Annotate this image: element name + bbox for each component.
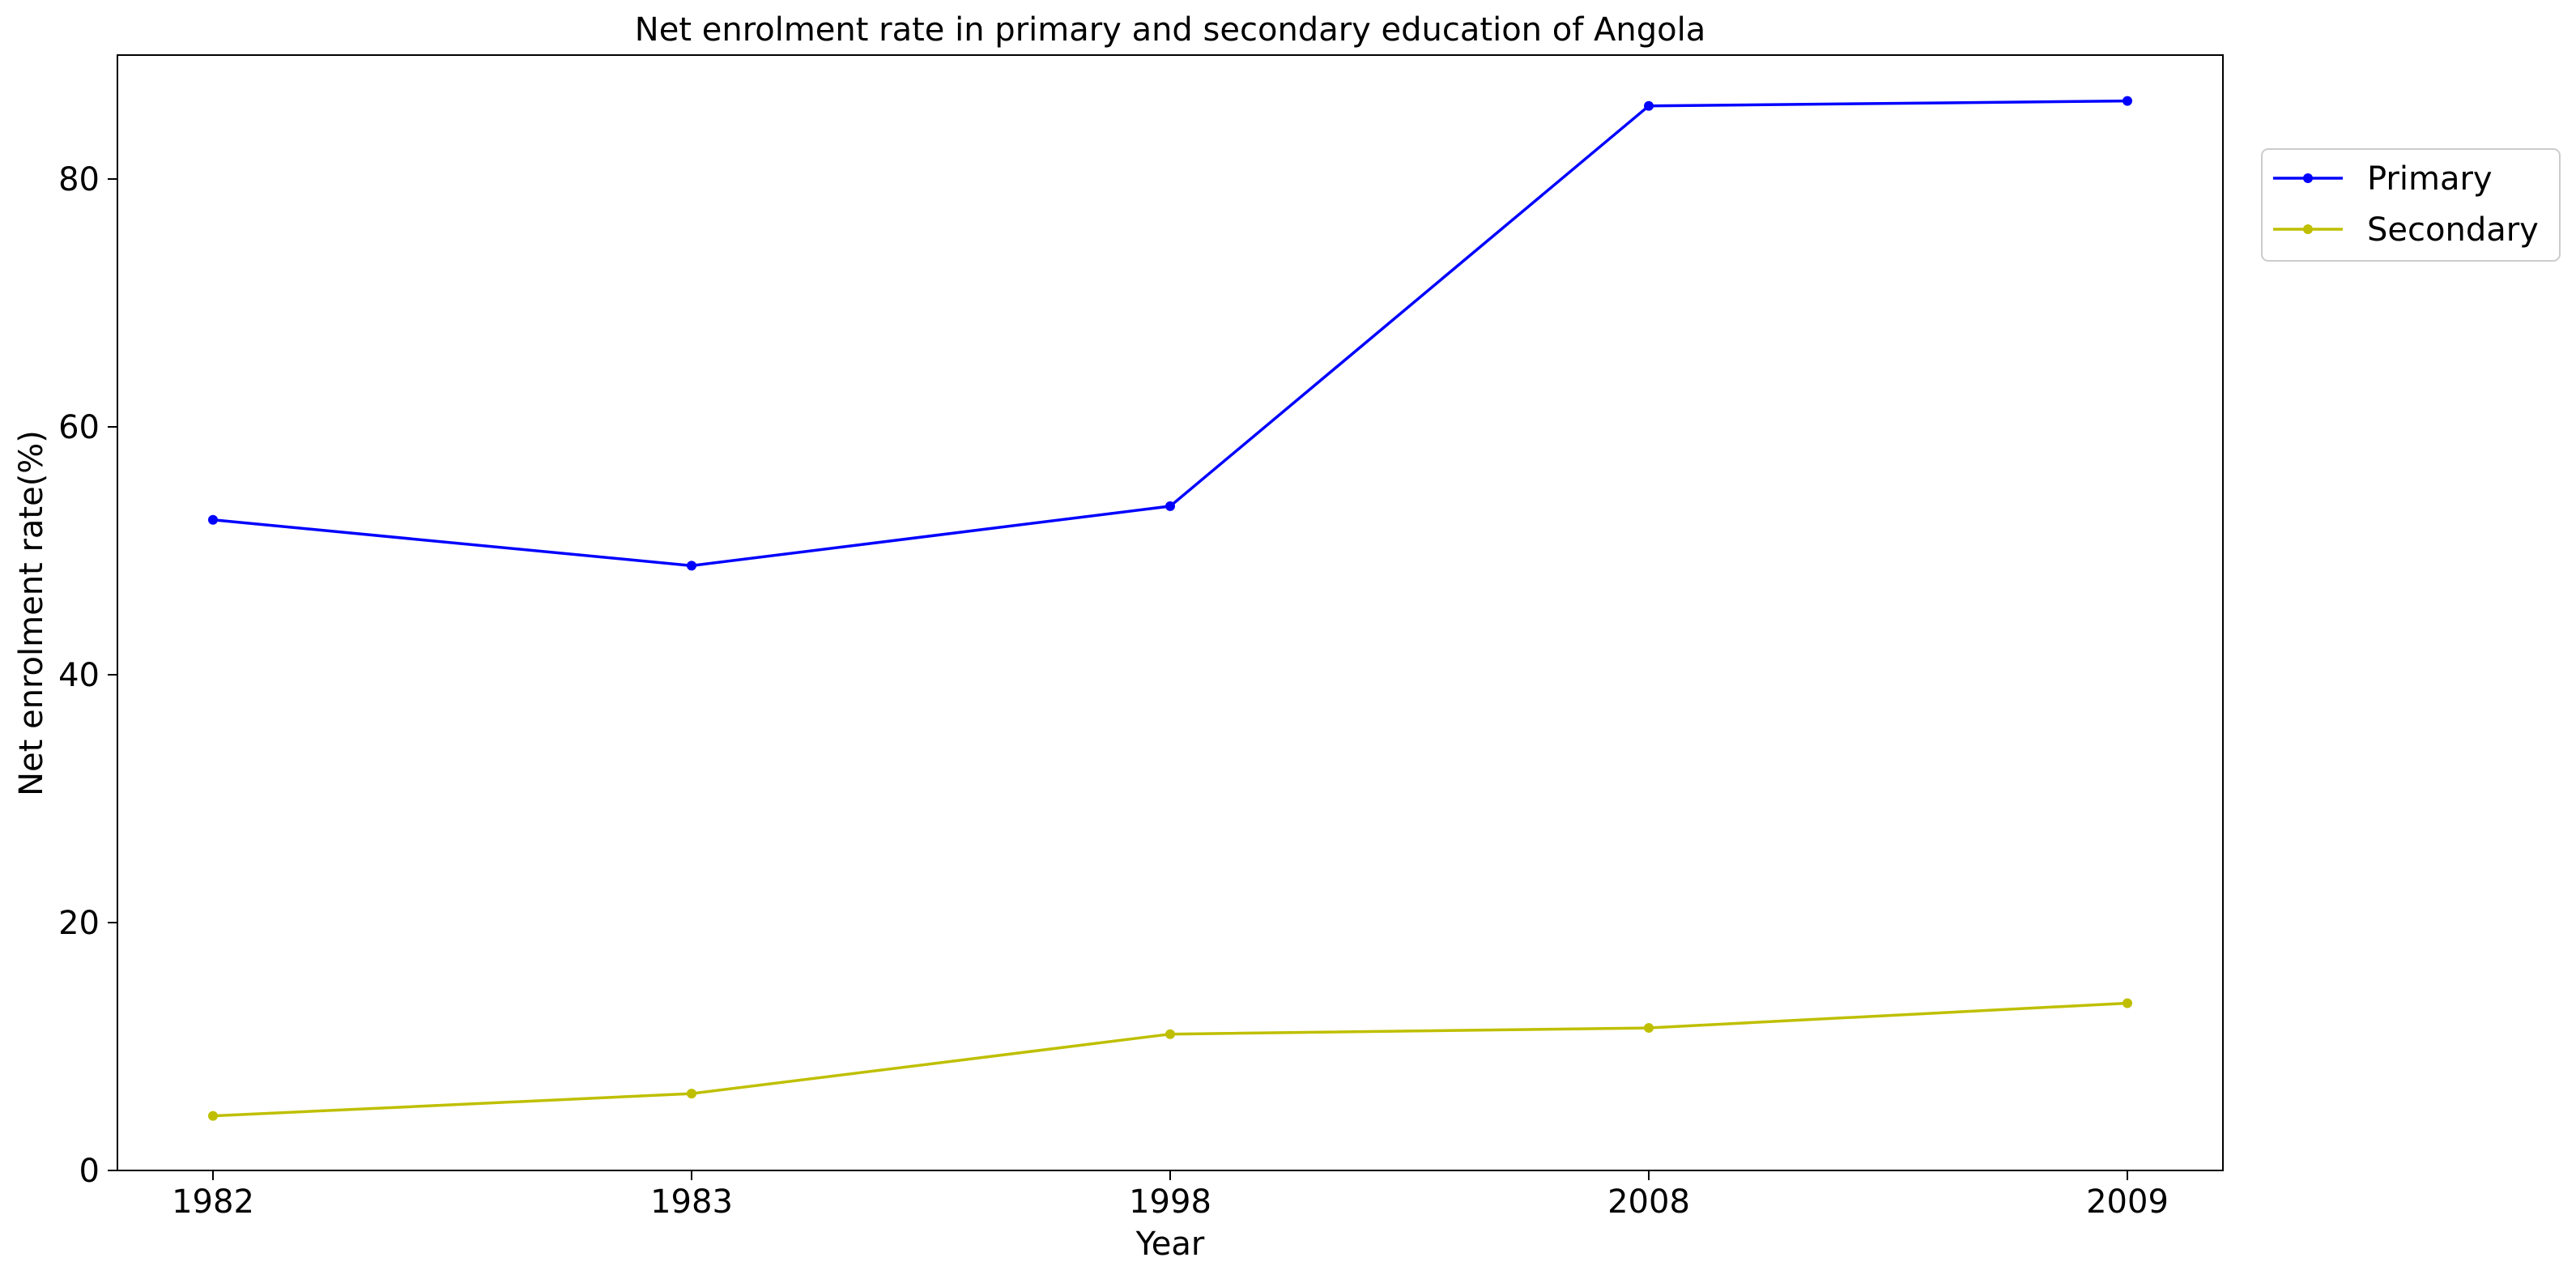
legend-marker-primary [2303, 173, 2313, 183]
x-tick-label: 1982 [172, 1183, 254, 1221]
plot-frame [117, 54, 2224, 1171]
secondary-data-point [1165, 1029, 1175, 1039]
legend-label-primary: Primary [2367, 160, 2493, 198]
y-tick-label: 60 [58, 409, 100, 446]
legend-label-secondary: Secondary [2367, 211, 2539, 249]
primary-data-point [1644, 100, 1654, 111]
chart-title: Net enrolment rate in primary and second… [635, 11, 1705, 49]
secondary-data-point [1644, 1023, 1654, 1034]
primary-data-point [1165, 501, 1175, 511]
y-tick-label: 80 [58, 161, 100, 198]
x-tick-label: 1983 [650, 1183, 733, 1221]
secondary-data-point [687, 1089, 696, 1099]
secondary-data-point [208, 1111, 218, 1121]
x-tick-label: 2008 [1607, 1183, 1690, 1221]
primary-data-point [208, 514, 218, 525]
y-tick-label: 0 [79, 1153, 100, 1190]
primary-data-point [2123, 96, 2132, 106]
x-axis-label: Year [1135, 1226, 1205, 1263]
y-axis-label: Net enrolment rate(%) [13, 430, 50, 796]
primary-series-line [212, 99, 2128, 568]
legend-marker-secondary [2303, 224, 2313, 234]
x-tick-label: 1998 [1129, 1183, 1211, 1221]
primary-data-point [687, 561, 696, 571]
secondary-data-point [2123, 998, 2132, 1008]
x-tick-label: 2009 [2086, 1183, 2169, 1221]
y-tick-label: 40 [58, 657, 100, 694]
y-tick-label: 20 [58, 905, 100, 942]
secondary-series-line [212, 1001, 2128, 1118]
